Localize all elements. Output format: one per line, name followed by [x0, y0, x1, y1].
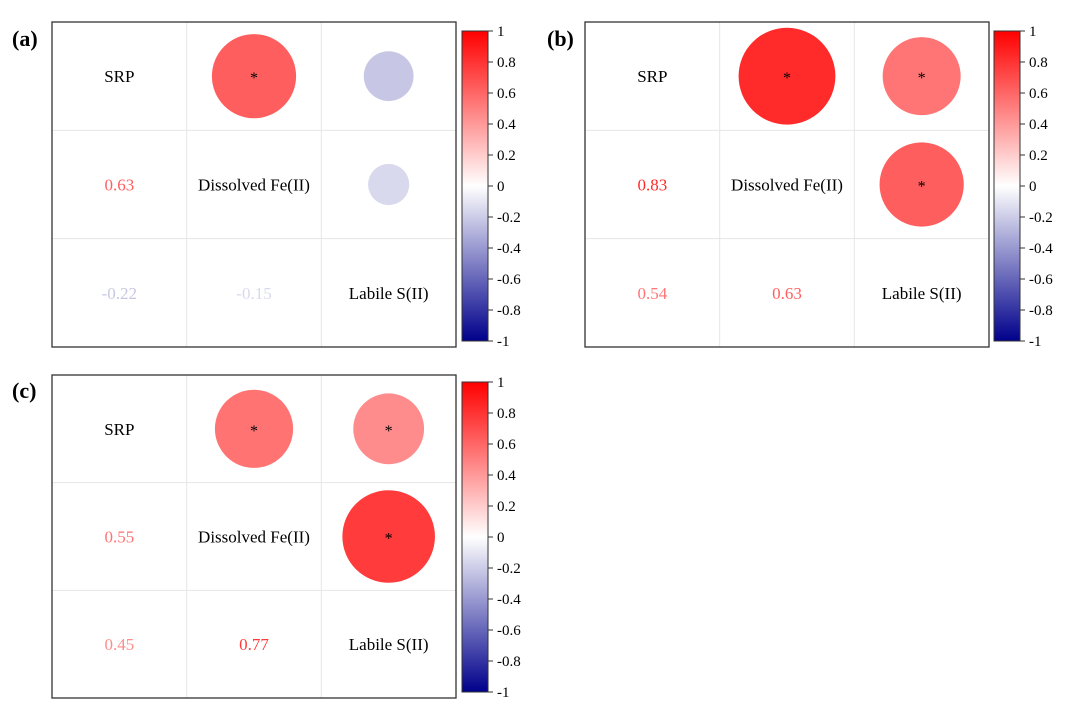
- colorbar-tick-label: 0.2: [497, 148, 516, 164]
- colorbar-gradient: [461, 381, 489, 693]
- variable-label: Labile S(II): [882, 284, 962, 303]
- variable-label: SRP: [637, 67, 667, 86]
- colorbar-tick-label: -1: [497, 685, 510, 701]
- significance-marker: *: [918, 70, 926, 87]
- panel-border: [584, 21, 990, 348]
- colorbar-tick-label: -0.6: [497, 272, 521, 288]
- variable-label: Dissolved Fe(II): [731, 176, 843, 195]
- colorbar: 1 0.8 0.6 0.4 0.2 0 -0.2 -0.4 -0.6 -0.8 -1: [993, 24, 1053, 350]
- colorbar-tick-label: 0.8: [497, 406, 516, 422]
- colorbar-tick-label: 0.8: [1029, 55, 1048, 71]
- colorbar-tick-label: -0.8: [497, 303, 521, 319]
- colorbar-tick-label: 0.6: [497, 86, 516, 102]
- colorbar-tick-label: -0.4: [497, 241, 521, 257]
- variable-label: SRP: [104, 67, 134, 86]
- colorbar-tick-label: -0.8: [1029, 303, 1053, 319]
- colorbar-tick-label: 1: [1029, 24, 1037, 40]
- colorbar-tick-label: -0.2: [497, 210, 521, 226]
- correlation-value-label: 0.55: [104, 528, 134, 547]
- variable-label: Labile S(II): [349, 635, 429, 654]
- correlation-circle: [368, 163, 410, 206]
- variable-label: Labile S(II): [349, 284, 429, 303]
- colorbar-tick-label: -0.4: [1029, 241, 1053, 257]
- significance-marker: *: [250, 70, 258, 87]
- colorbar-tick-label: 0.8: [497, 55, 516, 71]
- panel-border: [51, 374, 457, 699]
- colorbar-tick-label: 0: [1029, 179, 1037, 195]
- significance-marker: *: [385, 423, 393, 440]
- panel-label: (c): [12, 378, 36, 403]
- correlation-circle: [882, 37, 961, 116]
- colorbar-tick-label: -0.4: [497, 592, 521, 608]
- correlation-circle: [353, 393, 425, 465]
- colorbar-tick-label: 0.4: [497, 117, 516, 133]
- correlation-value-label: 0.63: [772, 284, 802, 303]
- colorbar-tick-label: 0.4: [1029, 117, 1048, 133]
- colorbar: 1 0.8 0.6 0.4 0.2 0 -0.2 -0.4 -0.6 -0.8 -1: [461, 375, 521, 701]
- correlation-value-label: 0.63: [104, 176, 134, 195]
- colorbar-gradient: [461, 30, 489, 342]
- significance-marker: *: [250, 423, 258, 440]
- colorbar-gradient: [993, 30, 1021, 342]
- correlation-circle: [738, 27, 836, 125]
- variable-label: SRP: [104, 420, 134, 439]
- correlation-circle: [214, 389, 294, 468]
- colorbar-tick-label: 0: [497, 179, 505, 195]
- correlation-value-label: -0.22: [102, 284, 137, 303]
- colorbar: 1 0.8 0.6 0.4 0.2 0 -0.2 -0.4 -0.6 -0.8 -1: [461, 24, 521, 350]
- colorbar-tick-label: 1: [497, 24, 505, 40]
- colorbar-tick-label: -0.2: [1029, 210, 1053, 226]
- correlation-value-label: 0.83: [637, 176, 667, 195]
- panel-label: (a): [12, 26, 38, 51]
- colorbar-tick-label: 0.6: [497, 437, 516, 453]
- colorbar-tick-label: 0.2: [1029, 148, 1048, 164]
- variable-label: Dissolved Fe(II): [198, 176, 310, 195]
- colorbar-tick-label: 1: [497, 375, 505, 391]
- colorbar-tick-label: -1: [1029, 334, 1042, 350]
- correlation-value-label: 0.77: [239, 635, 269, 654]
- significance-marker: *: [783, 70, 791, 87]
- correlation-value-label: 0.54: [637, 284, 667, 303]
- colorbar-tick-label: -0.8: [497, 654, 521, 670]
- variable-label: Dissolved Fe(II): [198, 528, 310, 547]
- colorbar-tick-label: -0.6: [1029, 272, 1053, 288]
- correlation-panel-1: (a) SRP * 0.63 Dissolved Fe(II) -0.22 -0.15 Lab…: [12, 21, 521, 350]
- panel-label: (b): [547, 26, 574, 51]
- correlation-circle: [879, 142, 964, 227]
- colorbar-tick-label: 0.2: [497, 499, 516, 515]
- colorbar-tick-label: 0.4: [497, 468, 516, 484]
- significance-marker: *: [385, 531, 393, 548]
- panel-border: [51, 21, 457, 348]
- colorbar-tick-label: 0: [497, 530, 505, 546]
- correlation-circle: [211, 34, 297, 119]
- correlation-value-label: 0.45: [104, 635, 134, 654]
- correlation-panel-3: (c) SRP * * 0.55 Dissolved Fe(II) * 0.45 0.77 Lab…: [12, 374, 521, 701]
- correlation-circle: [342, 490, 435, 583]
- colorbar-tick-label: -0.6: [497, 623, 521, 639]
- correlation-panel-2: (b) SRP * * 0.83 Dissolved Fe(II) * 0.54 0.63 Lab…: [547, 21, 1053, 350]
- colorbar-tick-label: -1: [497, 334, 510, 350]
- colorbar-tick-label: -0.2: [497, 561, 521, 577]
- correlation-value-label: -0.15: [236, 284, 271, 303]
- significance-marker: *: [918, 179, 926, 196]
- correlation-circle: [363, 51, 414, 102]
- colorbar-tick-label: 0.6: [1029, 86, 1048, 102]
